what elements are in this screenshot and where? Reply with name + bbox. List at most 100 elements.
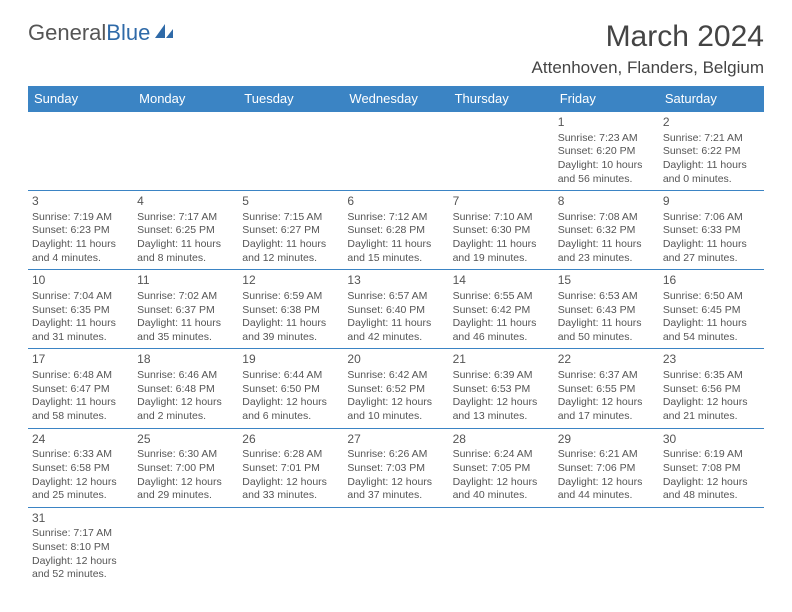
daylight: Daylight: 11 hours and 12 minutes. xyxy=(242,238,339,265)
day-cell: 10Sunrise: 7:04 AMSunset: 6:35 PMDayligh… xyxy=(28,270,133,349)
dayname: Saturday xyxy=(659,86,764,112)
sunset: Sunset: 7:01 PM xyxy=(242,462,339,476)
dayname: Friday xyxy=(554,86,659,112)
daylight: Daylight: 11 hours and 54 minutes. xyxy=(663,317,760,344)
day-cell xyxy=(238,507,343,586)
day-number: 14 xyxy=(453,273,550,289)
day-number: 12 xyxy=(242,273,339,289)
sunrise: Sunrise: 6:57 AM xyxy=(347,290,444,304)
day-number: 24 xyxy=(32,432,129,448)
sunset: Sunset: 6:33 PM xyxy=(663,224,760,238)
day-cell xyxy=(28,112,133,191)
sunset: Sunset: 7:03 PM xyxy=(347,462,444,476)
day-number: 28 xyxy=(453,432,550,448)
sunrise: Sunrise: 6:42 AM xyxy=(347,369,444,383)
sunset: Sunset: 6:28 PM xyxy=(347,224,444,238)
day-number: 22 xyxy=(558,352,655,368)
daylight: Daylight: 12 hours and 13 minutes. xyxy=(453,396,550,423)
day-cell xyxy=(554,507,659,586)
logo: GeneralBlue xyxy=(28,20,175,46)
sunset: Sunset: 6:48 PM xyxy=(137,383,234,397)
dayname: Wednesday xyxy=(343,86,448,112)
daylight: Daylight: 11 hours and 39 minutes. xyxy=(242,317,339,344)
sunset: Sunset: 6:50 PM xyxy=(242,383,339,397)
sunset: Sunset: 6:25 PM xyxy=(137,224,234,238)
sunrise: Sunrise: 7:19 AM xyxy=(32,211,129,225)
day-cell: 13Sunrise: 6:57 AMSunset: 6:40 PMDayligh… xyxy=(343,270,448,349)
sunset: Sunset: 6:23 PM xyxy=(32,224,129,238)
day-number: 4 xyxy=(137,194,234,210)
calendar-table: Sunday Monday Tuesday Wednesday Thursday… xyxy=(28,86,764,586)
day-cell: 21Sunrise: 6:39 AMSunset: 6:53 PMDayligh… xyxy=(449,349,554,428)
day-cell: 28Sunrise: 6:24 AMSunset: 7:05 PMDayligh… xyxy=(449,428,554,507)
day-number: 21 xyxy=(453,352,550,368)
daylight: Daylight: 11 hours and 42 minutes. xyxy=(347,317,444,344)
daylight: Daylight: 11 hours and 23 minutes. xyxy=(558,238,655,265)
month-title: March 2024 xyxy=(532,20,764,54)
daylight: Daylight: 12 hours and 25 minutes. xyxy=(32,476,129,503)
day-cell xyxy=(343,112,448,191)
day-number: 20 xyxy=(347,352,444,368)
dayname: Tuesday xyxy=(238,86,343,112)
week-row: 31Sunrise: 7:17 AMSunset: 8:10 PMDayligh… xyxy=(28,507,764,586)
dayname-row: Sunday Monday Tuesday Wednesday Thursday… xyxy=(28,86,764,112)
day-cell: 6Sunrise: 7:12 AMSunset: 6:28 PMDaylight… xyxy=(343,191,448,270)
sunrise: Sunrise: 7:17 AM xyxy=(32,527,129,541)
sunset: Sunset: 6:35 PM xyxy=(32,304,129,318)
sunrise: Sunrise: 7:04 AM xyxy=(32,290,129,304)
day-number: 23 xyxy=(663,352,760,368)
sunrise: Sunrise: 7:23 AM xyxy=(558,132,655,146)
sunrise: Sunrise: 7:12 AM xyxy=(347,211,444,225)
day-number: 26 xyxy=(242,432,339,448)
day-cell: 19Sunrise: 6:44 AMSunset: 6:50 PMDayligh… xyxy=(238,349,343,428)
week-row: 24Sunrise: 6:33 AMSunset: 6:58 PMDayligh… xyxy=(28,428,764,507)
daylight: Daylight: 11 hours and 50 minutes. xyxy=(558,317,655,344)
day-cell xyxy=(449,507,554,586)
day-number: 3 xyxy=(32,194,129,210)
day-cell: 16Sunrise: 6:50 AMSunset: 6:45 PMDayligh… xyxy=(659,270,764,349)
daylight: Daylight: 11 hours and 15 minutes. xyxy=(347,238,444,265)
location: Attenhoven, Flanders, Belgium xyxy=(532,58,764,78)
sunset: Sunset: 6:53 PM xyxy=(453,383,550,397)
sunrise: Sunrise: 6:37 AM xyxy=(558,369,655,383)
sunrise: Sunrise: 6:44 AM xyxy=(242,369,339,383)
sunset: Sunset: 6:58 PM xyxy=(32,462,129,476)
day-cell: 25Sunrise: 6:30 AMSunset: 7:00 PMDayligh… xyxy=(133,428,238,507)
sunrise: Sunrise: 7:02 AM xyxy=(137,290,234,304)
day-number: 10 xyxy=(32,273,129,289)
daylight: Daylight: 11 hours and 35 minutes. xyxy=(137,317,234,344)
sunrise: Sunrise: 6:35 AM xyxy=(663,369,760,383)
sunrise: Sunrise: 7:21 AM xyxy=(663,132,760,146)
header: GeneralBlue March 2024 Attenhoven, Fland… xyxy=(28,20,764,78)
daylight: Daylight: 12 hours and 17 minutes. xyxy=(558,396,655,423)
sunset: Sunset: 6:37 PM xyxy=(137,304,234,318)
day-cell: 20Sunrise: 6:42 AMSunset: 6:52 PMDayligh… xyxy=(343,349,448,428)
day-number: 9 xyxy=(663,194,760,210)
sunrise: Sunrise: 6:55 AM xyxy=(453,290,550,304)
sunset: Sunset: 6:52 PM xyxy=(347,383,444,397)
daylight: Daylight: 12 hours and 40 minutes. xyxy=(453,476,550,503)
day-cell: 31Sunrise: 7:17 AMSunset: 8:10 PMDayligh… xyxy=(28,507,133,586)
sunrise: Sunrise: 6:39 AM xyxy=(453,369,550,383)
daylight: Daylight: 11 hours and 58 minutes. xyxy=(32,396,129,423)
day-cell: 3Sunrise: 7:19 AMSunset: 6:23 PMDaylight… xyxy=(28,191,133,270)
week-row: 3Sunrise: 7:19 AMSunset: 6:23 PM Daylight… xyxy=(28,191,764,270)
day-number: 8 xyxy=(558,194,655,210)
day-number: 13 xyxy=(347,273,444,289)
sail-icon xyxy=(153,20,175,46)
day-cell: 18Sunrise: 6:46 AMSunset: 6:48 PMDayligh… xyxy=(133,349,238,428)
sunset: Sunset: 6:38 PM xyxy=(242,304,339,318)
day-cell xyxy=(449,112,554,191)
daylight: Daylight: 12 hours and 52 minutes. xyxy=(32,555,129,582)
daylight: Daylight: 12 hours and 48 minutes. xyxy=(663,476,760,503)
day-cell: 7Sunrise: 7:10 AMSunset: 6:30 PMDaylight… xyxy=(449,191,554,270)
sunrise: Sunrise: 6:30 AM xyxy=(137,448,234,462)
day-number: 11 xyxy=(137,273,234,289)
day-cell xyxy=(238,112,343,191)
day-cell: 24Sunrise: 6:33 AMSunset: 6:58 PMDayligh… xyxy=(28,428,133,507)
day-number: 25 xyxy=(137,432,234,448)
day-number: 2 xyxy=(663,115,760,131)
day-number: 18 xyxy=(137,352,234,368)
day-number: 27 xyxy=(347,432,444,448)
day-number: 17 xyxy=(32,352,129,368)
